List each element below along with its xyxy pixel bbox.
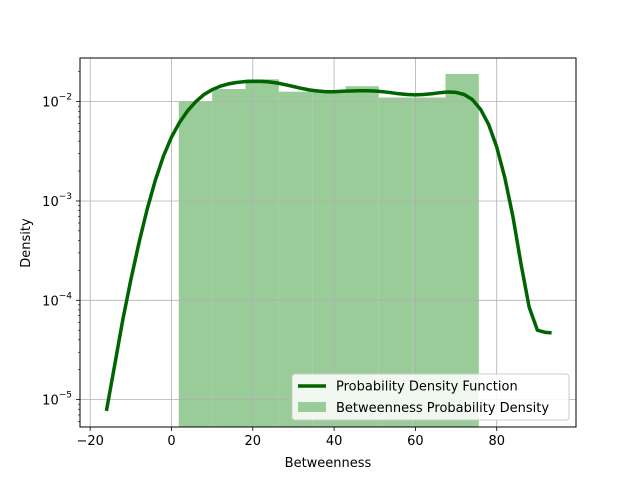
pdf-curve-group <box>104 79 552 412</box>
y-tick-exponent: −5 <box>59 391 72 401</box>
y-tick-exponent: −4 <box>59 291 73 301</box>
legend-label-histogram: Betweenness Probability Density <box>336 401 549 416</box>
x-tick-label: 80 <box>488 434 505 449</box>
y-axis-label: Density <box>19 218 34 268</box>
legend-box <box>291 373 570 421</box>
x-tick-label: 20 <box>245 434 262 449</box>
x-tick-label: 0 <box>167 434 175 449</box>
x-tick-label: 40 <box>326 434 343 449</box>
x-tick-label: −20 <box>76 434 103 449</box>
x-tick-label: 60 <box>407 434 424 449</box>
histogram-bar-9 <box>445 73 479 428</box>
histogram-bar-5 <box>312 91 346 427</box>
x-axis-ticks: −20 0 20 40 60 80 <box>76 427 505 449</box>
histogram-bar-2 <box>212 89 246 427</box>
histogram-bar-6 <box>345 86 379 427</box>
y-tick-exponent: −3 <box>59 192 72 202</box>
histogram-bar-7 <box>378 97 413 427</box>
pdf-curve <box>104 79 552 412</box>
histogram-bars <box>178 73 479 428</box>
legend-bar-swatch <box>298 402 326 412</box>
histogram-bar-8 <box>412 97 446 427</box>
axes-frame <box>79 57 577 428</box>
histogram-bar-4 <box>278 91 313 427</box>
histogram-bar-3 <box>245 79 279 427</box>
legend: Probability Density Function Betweenness… <box>291 373 570 421</box>
legend-label-pdf: Probability Density Function <box>336 380 518 395</box>
x-axis-label: Betweenness <box>285 456 372 471</box>
histogram-bar-1 <box>178 101 213 427</box>
y-tick-exponent: −2 <box>59 93 72 103</box>
